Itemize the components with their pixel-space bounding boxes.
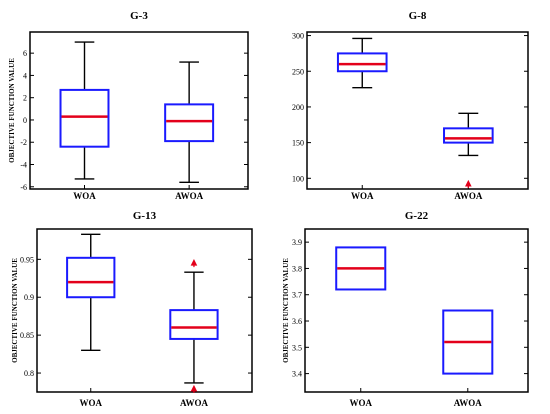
y-axis-label: OBJECTIVE FUNCTION VALUE (282, 258, 290, 363)
y-tick-label: 2 (23, 94, 27, 103)
y-tick-label: 3.6 (292, 317, 302, 326)
y-tick-label: 0.9 (24, 293, 34, 302)
x-category-label: AWOA (175, 191, 204, 201)
x-category-label: AWOA (454, 191, 483, 201)
box-woa (335, 246, 387, 291)
y-tick-label: 3.4 (292, 370, 302, 379)
box-awoa (169, 309, 219, 340)
y-tick-label: 200 (292, 103, 304, 112)
y-tick-label: 150 (292, 139, 304, 148)
y-tick-label: 100 (292, 174, 304, 183)
y-tick-label: 250 (292, 67, 304, 76)
y-tick-label: -4 (20, 161, 27, 170)
box-awoa (442, 309, 494, 375)
box-woa (59, 88, 110, 148)
plot-frame (29, 31, 249, 190)
chart-panel-1: G-3 OBJECTIVE FUNCTION VALUE -6 -4 -2 0 2 4 6 WOA… (8, 10, 249, 201)
box-awoa (443, 127, 494, 144)
plot-frame (306, 31, 529, 190)
box-woa (336, 52, 388, 73)
y-tick-label: 3.8 (292, 264, 302, 273)
x-category-label: WOA (350, 398, 373, 408)
x-category-label: AWOA (180, 398, 209, 408)
chart-title: G-22 (405, 210, 429, 222)
y-tick-label: -2 (20, 138, 27, 147)
y-tick-label: 3.9 (292, 238, 302, 247)
chart-title: G-3 (130, 10, 148, 22)
x-category-label: WOA (73, 191, 96, 201)
y-tick-label: 0.8 (24, 369, 34, 378)
y-axis-label: OBJECTIVE FUNCTION VALUE (8, 58, 16, 163)
x-category-label: WOA (351, 191, 374, 201)
chart-title: G-13 (133, 210, 157, 222)
y-tick-label: 0.95 (20, 255, 34, 264)
chart-panel-3: G-13 OBJECTIVE FUNCTION VALUE 0.8 0.85 0.9 0.… (11, 210, 253, 408)
x-category-label: AWOA (454, 398, 483, 408)
plot-frame (36, 228, 253, 393)
chart-panel-2: G-8 100 150 200 250 300 WOA AWOA (292, 10, 529, 201)
box-woa (66, 256, 116, 299)
y-tick-label: 0 (23, 116, 27, 125)
y-tick-label: -6 (20, 183, 27, 192)
y-tick-label: 3.5 (292, 343, 302, 352)
y-tick-label: 3.7 (292, 291, 302, 300)
chart-title: G-8 (409, 10, 427, 22)
y-tick-label: 6 (23, 49, 27, 58)
box-awoa (164, 103, 215, 143)
x-category-label: WOA (80, 398, 103, 408)
y-tick-label: 300 (292, 32, 304, 41)
plot-frame (304, 228, 529, 393)
y-axis-label: OBJECTIVE FUNCTION VALUE (11, 258, 19, 363)
y-tick-label: 4 (23, 71, 27, 80)
y-tick-label: 0.85 (20, 331, 34, 340)
